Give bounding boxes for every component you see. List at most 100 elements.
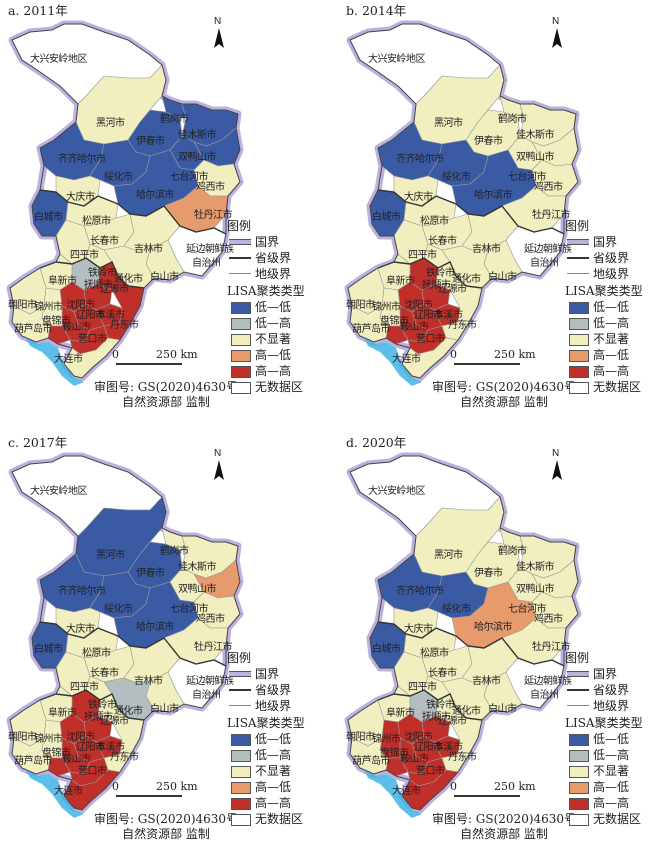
region-label: 营口市 xyxy=(78,766,107,777)
region-label: 齐齐哈尔市 xyxy=(58,586,106,597)
map-credit: 审图号: GS(2020)4630号 自然资源部 监制 xyxy=(424,380,584,410)
region-label: 丹东市 xyxy=(448,752,477,763)
legend-swatch xyxy=(569,750,589,762)
region-label: 抚顺市 xyxy=(422,712,451,723)
legend-line-symbol xyxy=(229,273,251,274)
region-label: 锦州市 xyxy=(372,734,401,745)
legend-swatch xyxy=(569,382,589,394)
region-label: 辽阳市 xyxy=(76,742,105,753)
region-label: 白山市 xyxy=(150,272,179,283)
legend-class-item: 无数据区 xyxy=(565,811,650,827)
region-label: 七台河市 xyxy=(508,172,547,183)
region-label: 沈阳市 xyxy=(404,732,433,743)
province-border xyxy=(39,257,145,289)
legend-class-label: 低—低 xyxy=(255,300,292,314)
scale-zero: 0 xyxy=(112,780,119,793)
region-label: 鹤岗市 xyxy=(498,546,527,557)
region-label: 白山市 xyxy=(150,704,179,715)
region-label: 鞍山市 xyxy=(400,322,429,333)
legend-class-item: 低—低 xyxy=(227,731,320,747)
region-label: 七台河市 xyxy=(508,604,547,615)
legend-title: 图例 xyxy=(227,651,252,665)
legend-line-label: 国界 xyxy=(593,667,618,681)
region-label: 吉林市 xyxy=(134,676,163,687)
region-label: 佳木斯市 xyxy=(516,130,555,141)
legend-swatch xyxy=(569,334,589,346)
legend-class-label: 高—高 xyxy=(593,796,630,810)
legend-title: 图例 xyxy=(565,651,590,665)
legend-class-item: 高—低 xyxy=(227,779,320,795)
province-border xyxy=(39,689,145,721)
scale-distance: 250 km xyxy=(156,780,198,793)
region-label: 白山市 xyxy=(488,272,517,283)
region-label: 鹤岗市 xyxy=(160,546,189,557)
region-label: 长春市 xyxy=(90,236,119,247)
region-label: 鞍山市 xyxy=(400,754,429,765)
legend-class-item: 高—高 xyxy=(227,363,320,379)
sea-coast xyxy=(364,338,422,386)
region-label: 辽阳市 xyxy=(414,310,443,321)
legend-line-item: 地级界 xyxy=(565,698,650,714)
region-label: 大连市 xyxy=(54,786,83,797)
legend-class-item: 无数据区 xyxy=(227,379,320,395)
legend-class-item: 高—低 xyxy=(565,779,650,795)
legend-line-item: 国界 xyxy=(565,666,650,682)
scale-line xyxy=(454,363,520,365)
region-label: 葫芦岛市 xyxy=(352,756,391,767)
region-label: 绥化市 xyxy=(104,604,133,615)
region-label: 阜新市 xyxy=(386,276,415,287)
region-map xyxy=(6,20,244,386)
legend-class-item: 低—高 xyxy=(565,747,650,763)
region-label: 鹤岗市 xyxy=(498,114,527,125)
province-border xyxy=(39,621,227,667)
legend-line-label: 地级界 xyxy=(593,699,630,713)
legend-line-label: 省级界 xyxy=(255,683,292,697)
province-border xyxy=(39,189,227,235)
region-label: 抚顺市 xyxy=(84,712,113,723)
sea-coast xyxy=(26,770,84,818)
lisa-title: LISA聚类类型 xyxy=(565,284,643,298)
north-arrow-icon xyxy=(214,460,224,480)
region-label: 鸡西市 xyxy=(534,614,563,625)
region-label: 黑河市 xyxy=(96,550,125,561)
region-label: 朝阳市 xyxy=(346,300,375,311)
region-label: 佳木斯市 xyxy=(178,562,217,573)
legend-swatch xyxy=(569,302,589,314)
supervisor: 自然资源部 监制 xyxy=(460,395,548,409)
approval-number: 审图号: GS(2020)4630号 xyxy=(431,380,577,394)
legend-line-item: 省级界 xyxy=(565,682,650,698)
legend-line-label: 地级界 xyxy=(593,267,630,281)
region-label: 锦州市 xyxy=(372,302,401,313)
north-label: N xyxy=(214,16,222,27)
legend-line-item: 国界 xyxy=(227,234,320,250)
legend-class-item: 不显著 xyxy=(565,763,650,779)
legend-class-item: 高—高 xyxy=(565,363,650,379)
region-label: 伊春市 xyxy=(136,568,165,579)
panel-title: d. 2020年 xyxy=(346,435,407,450)
legend-class-label: 无数据区 xyxy=(255,380,304,394)
region-label: 哈尔滨市 xyxy=(474,190,513,201)
region-label: 盘锦市 xyxy=(42,316,71,327)
legend-line-label: 国界 xyxy=(593,235,618,249)
region-label: 黑河市 xyxy=(434,118,463,129)
region-label: 阜新市 xyxy=(48,276,77,287)
region-label: 四平市 xyxy=(70,250,99,261)
national-border xyxy=(9,455,241,811)
region-label: 大兴安岭地区 xyxy=(368,54,426,65)
region-label: 阜新市 xyxy=(386,708,415,719)
region-label: 双鸭山市 xyxy=(516,584,555,595)
region-label: 朝阳市 xyxy=(346,732,375,743)
region-label: 四平市 xyxy=(408,250,437,261)
region-label: 葫芦岛市 xyxy=(14,324,53,335)
legend-class-label: 低—高 xyxy=(255,748,292,762)
north-arrow-icon xyxy=(552,28,562,48)
legend-class-item: 不显著 xyxy=(565,331,650,347)
region-label: 大庆市 xyxy=(404,624,433,635)
legend-line-item: 地级界 xyxy=(227,698,320,714)
region-label: 本溪市 xyxy=(96,310,125,321)
region-label: 自治州 xyxy=(192,690,221,701)
approval-number: 审图号: GS(2020)4630号 xyxy=(93,380,239,394)
map-credit: 审图号: GS(2020)4630号 自然资源部 监制 xyxy=(86,812,246,842)
legend-swatch xyxy=(231,782,251,794)
